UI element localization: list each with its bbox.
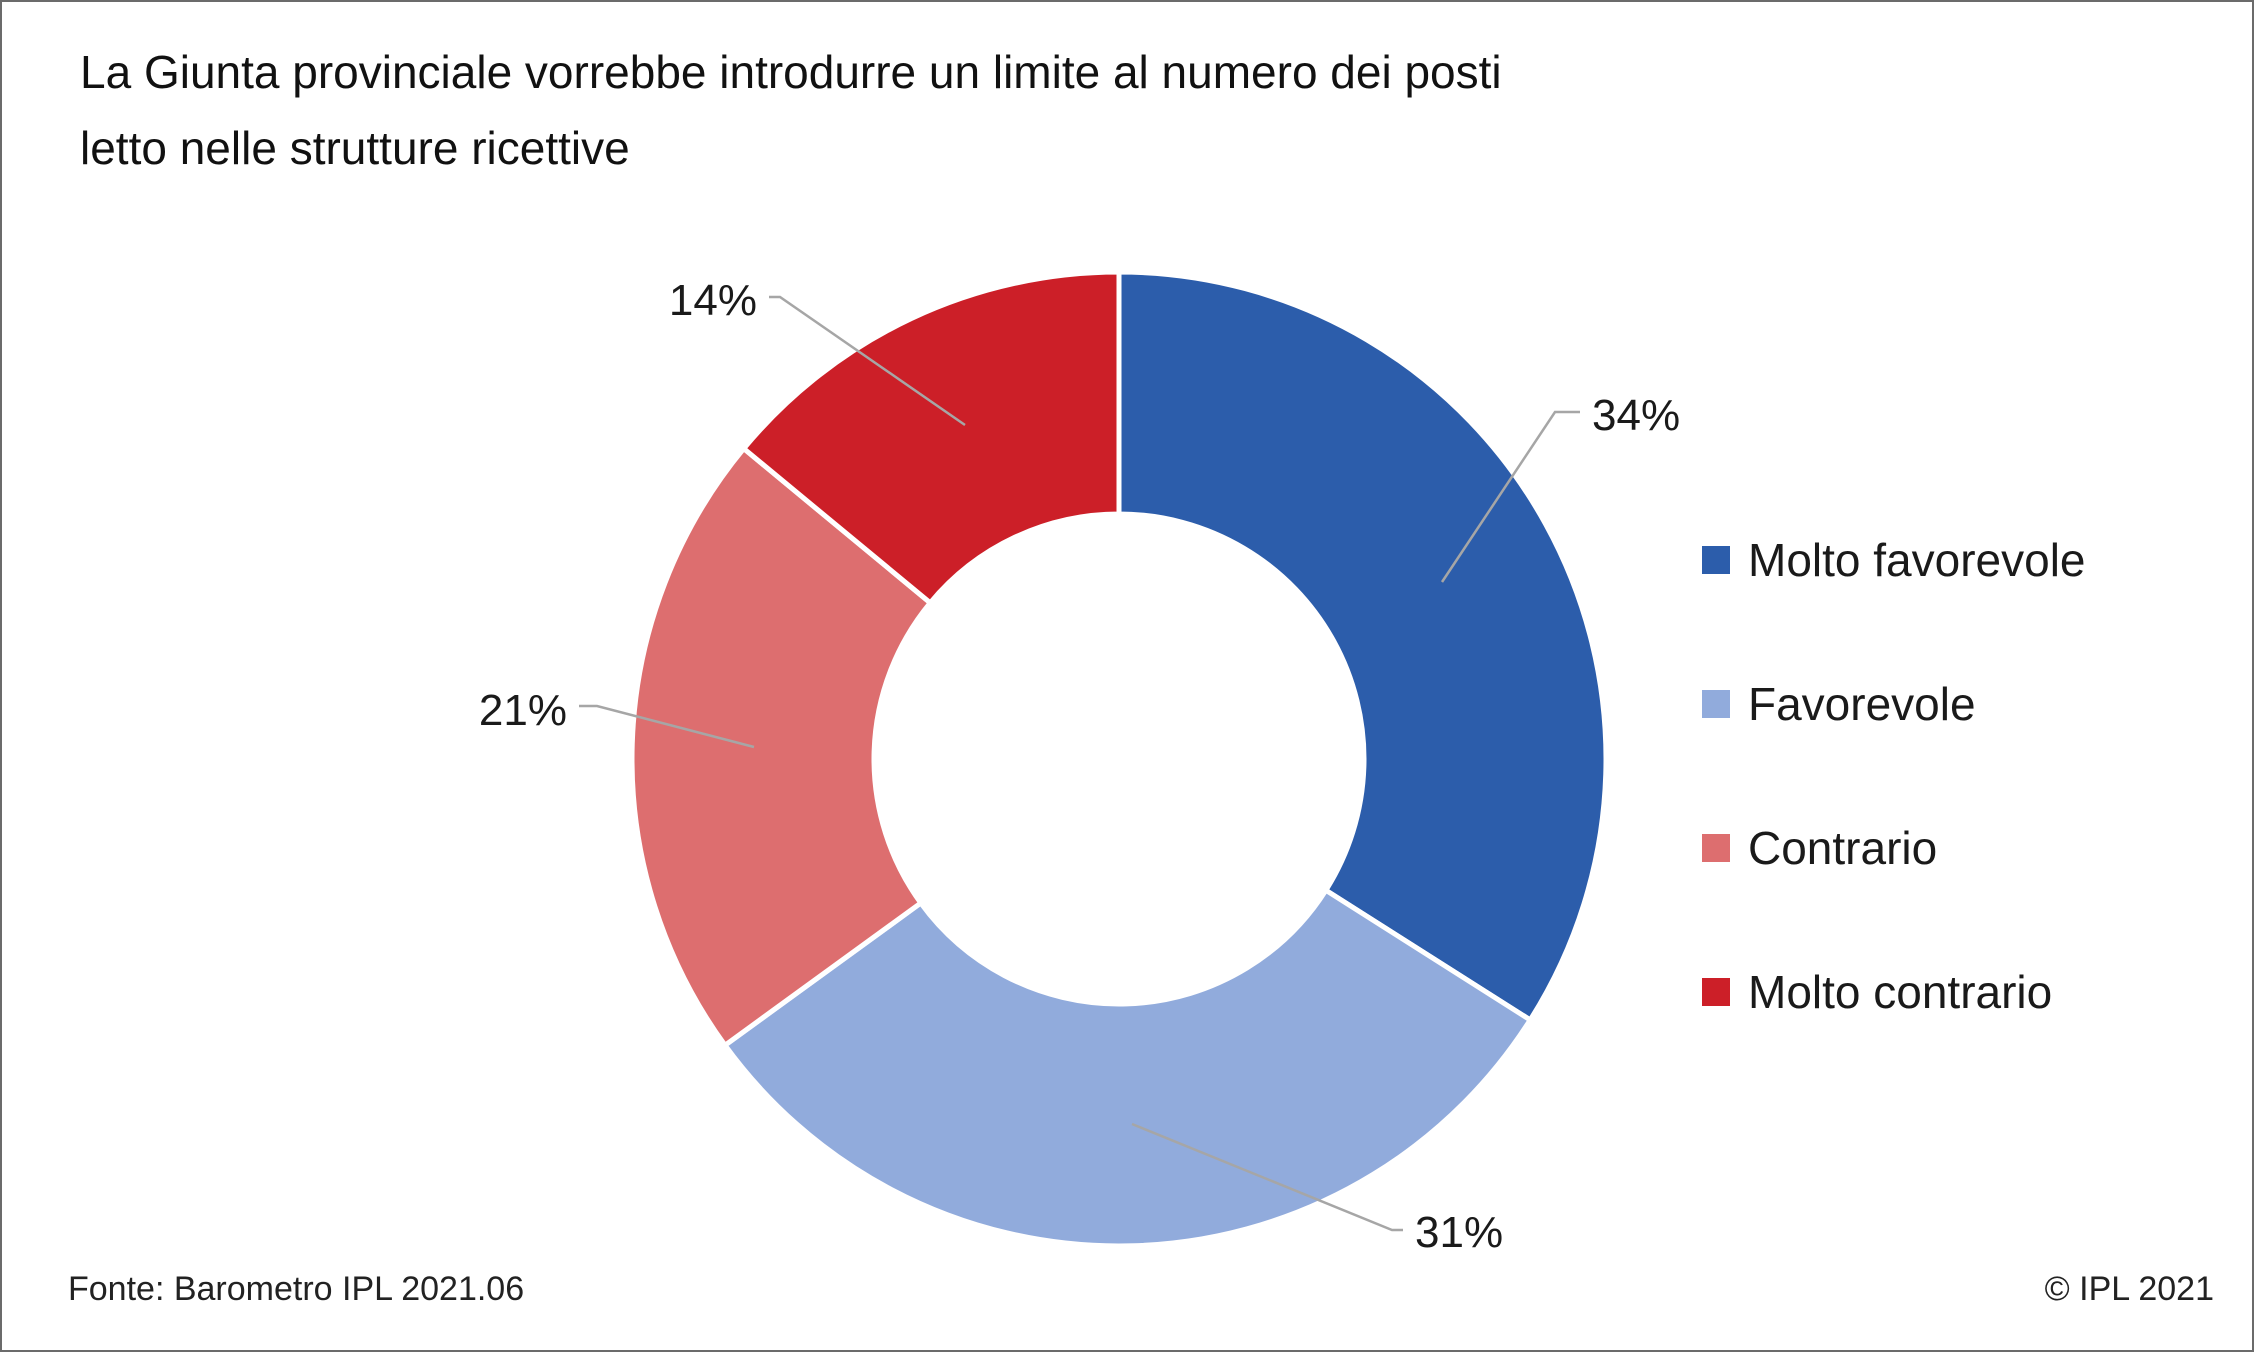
legend-label-contrario: Contrario [1748, 822, 1938, 874]
copyright-note: © IPL 2021 [2044, 1270, 2214, 1308]
legend-label-molto-favorevole: Molto favorevole [1748, 534, 2086, 586]
data-label-favorevole: 31% [1415, 1208, 1503, 1257]
donut-slice-molto-contrario [740, 269, 1122, 607]
donut-slice-contrario [629, 445, 934, 1049]
legend-swatch-molto-contrario [1702, 978, 1730, 1006]
leader-line-contrario [579, 704, 755, 749]
legend-swatch-contrario [1702, 834, 1730, 862]
source-note: Fonte: Barometro IPL 2021.06 [68, 1270, 525, 1308]
leader-line-molto-contrario [769, 295, 966, 427]
leader-line-favorevole [1131, 1122, 1403, 1232]
legend-label-favorevole: Favorevole [1748, 678, 1976, 730]
chart-title-line-1: La Giunta provinciale vorrebbe introdurr… [80, 46, 1502, 98]
chart-title: La Giunta provinciale vorrebbe introdurr… [80, 34, 1880, 186]
legend-swatch-molto-favorevole [1702, 546, 1730, 574]
leader-line-molto-favorevole [1440, 410, 1580, 583]
donut-slice-molto-favorevole [1116, 269, 1609, 1024]
legend-swatch-favorevole [1702, 690, 1730, 718]
donut-slice-favorevole [721, 886, 1534, 1249]
data-label-molto-contrario: 14% [669, 276, 757, 325]
chart-title-line-2: letto nelle strutture ricettive [80, 122, 630, 174]
legend-label-molto-contrario: Molto contrario [1748, 966, 2053, 1018]
data-label-contrario: 21% [479, 686, 567, 735]
data-label-molto-favorevole: 34% [1592, 391, 1680, 440]
